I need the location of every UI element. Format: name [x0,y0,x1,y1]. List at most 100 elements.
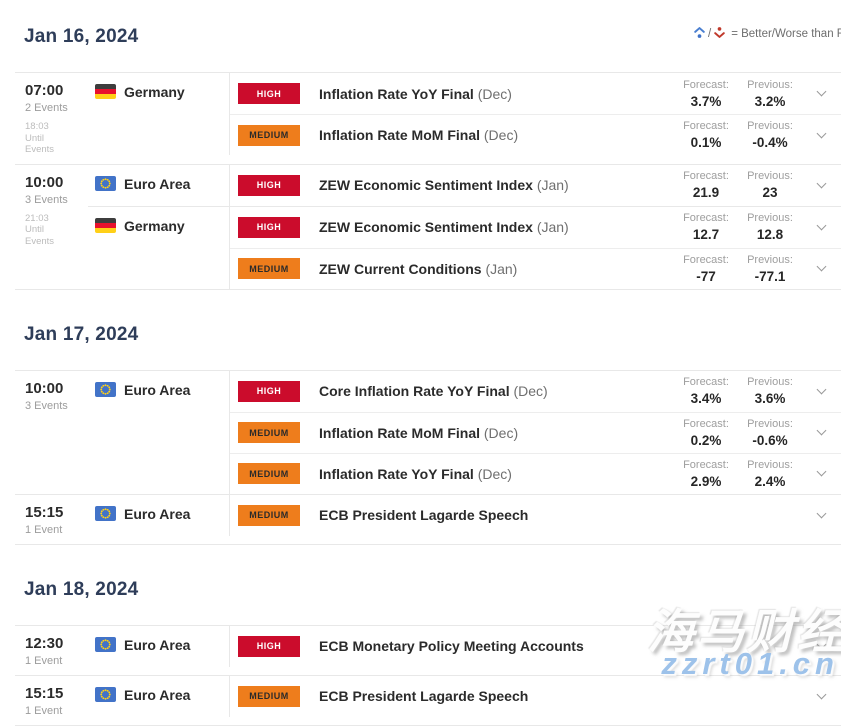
legend-text: = Better/Worse than Forecast [731,28,841,40]
day-events-table: 07:00 2 Events 18:03 Until Events Germany HIGH… [15,72,841,290]
expand-row-button[interactable] [802,459,841,489]
previous-value: 12.8 [756,227,784,242]
expand-row-button[interactable] [802,418,841,448]
event-period: (Dec) [477,85,512,102]
event-time: 12:30 [25,634,64,652]
previous-value: -77.1 [754,268,786,284]
time-cell: 10:00 3 Events 21:03 Until Events [15,165,88,289]
event-period: (Dec) [477,465,512,482]
forecast-value: 21.9 [692,185,720,200]
previous-column: Previous: 12.8 [738,212,802,242]
forecast-column: Forecast: -77 [674,254,738,284]
country-cell: Euro Area [88,625,230,667]
previous-value: -0.6% [752,432,788,448]
expand-row-button[interactable] [802,689,841,699]
country-events: HIGH ECB Monetary Policy Meeting Accounts [230,626,841,667]
day-heading: Jan 18, 2024 [24,578,139,600]
events-count: 1 Event [25,654,63,667]
forecast-label: Forecast: [683,417,729,430]
importance-badge-medium: MEDIUM [238,124,300,146]
events-count: 1 Event [25,523,63,536]
previous-label: Previous: [747,376,793,388]
event-row[interactable]: MEDIUM ECB President Lagarde Speech [230,676,841,717]
event-row[interactable]: HIGH ZEW Economic Sentiment Index (Jan) Fo… [230,165,841,206]
country-name: Germany [124,84,185,100]
country-events: HIGH ZEW Economic Sentiment Index (Jan) Fo… [230,207,841,289]
event-row[interactable]: HIGH Inflation Rate YoY Final (Dec) Foreca… [230,73,841,114]
previous-column: Previous: 3.2% [738,79,802,109]
country-block: Euro Area HIGH ZEW Economic Sentiment Inde… [88,164,841,206]
forecast-value: 0.1% [690,135,722,150]
expand-row-button[interactable] [802,120,841,150]
event-row[interactable]: MEDIUM Inflation Rate MoM Final (Dec) Fore… [230,114,841,155]
country-blocks: Euro Area MEDIUM ECB President Lagarde Spe… [88,675,841,725]
chevron-down-icon [816,689,827,699]
forecast-label: Forecast: [683,120,729,132]
forecast-previous [802,639,841,649]
day-section: Jan 17, 2024 10:00 3 Events Euro Area HIGH Co… [15,290,841,545]
expand-row-button[interactable] [802,79,841,109]
event-title: Inflation Rate MoM Final (Dec) [319,424,519,441]
country-cell: Germany [88,206,230,289]
event-row[interactable]: MEDIUM ECB President Lagarde Speech [230,495,841,536]
forecast-label: Forecast: [683,253,729,266]
event-period: (Dec) [513,383,548,399]
chevron-down-icon [816,261,827,272]
forecast-label: Forecast: [683,78,729,91]
forecast-column: Forecast: 21.9 [674,170,738,200]
importance-badge-medium: MEDIUM [238,463,300,484]
forecast-previous: Forecast: 2.9% Previous: 2.4% [674,459,841,489]
forecast-value: 12.7 [692,227,720,242]
better-than-forecast-icon [692,26,707,42]
event-row[interactable]: HIGH ZEW Economic Sentiment Index (Jan) Fo… [230,207,841,248]
importance-badge-high: HIGH [238,635,300,657]
event-period: (Jan) [485,260,518,277]
forecast-value: -77 [696,268,716,284]
event-title: Core Inflation Rate YoY Final (Dec) [319,383,548,399]
event-title: ZEW Economic Sentiment Index (Jan) [319,177,569,193]
chevron-down-icon [816,178,827,188]
event-period: (Jan) [536,219,569,235]
expand-row-button[interactable] [802,212,841,242]
event-row[interactable]: MEDIUM ZEW Current Conditions (Jan) Foreca… [230,247,841,289]
germany-flag-icon [95,84,116,99]
chevron-down-icon [816,128,827,138]
country-name: Euro Area [124,505,191,522]
event-row[interactable]: MEDIUM Inflation Rate MoM Final (Dec) Fore… [230,411,841,453]
events-count: 3 Events [25,193,68,206]
events-count: 1 Event [25,704,63,717]
expand-row-button[interactable] [802,639,841,649]
country-events: MEDIUM ECB President Lagarde Speech [230,495,841,536]
event-title: ECB Monetary Policy Meeting Accounts [319,638,584,654]
event-row[interactable]: MEDIUM Inflation Rate YoY Final (Dec) Fore… [230,452,841,494]
country-cell: Euro Area [88,675,230,717]
germany-flag-icon [95,217,116,233]
previous-value: 23 [762,185,778,200]
importance-badge-medium: MEDIUM [238,422,300,443]
country-block: Euro Area HIGH Core Inflation Rate YoY Fin… [88,370,841,494]
event-title: ZEW Economic Sentiment Index (Jan) [319,219,569,235]
country-blocks: Euro Area MEDIUM ECB President Lagarde Spe… [88,494,841,544]
day-heading: Jan 16, 2024 [24,26,139,47]
event-row[interactable]: HIGH ECB Monetary Policy Meeting Accounts [230,626,841,667]
expand-row-button[interactable] [802,254,841,284]
day-heading: Jan 17, 2024 [24,323,139,345]
euro-area-flag-icon [95,505,116,521]
previous-column: Previous: -77.1 [738,254,802,284]
expand-row-button[interactable] [802,170,841,200]
expand-row-button[interactable] [802,376,841,406]
previous-label: Previous: [747,78,793,91]
countdown-until-events: 18:03 Until Events [25,121,55,155]
previous-column: Previous: 3.6% [738,376,802,406]
event-period: (Dec) [483,424,519,441]
forecast-column: Forecast: 3.4% [674,376,738,406]
time-group-row: 12:30 1 Event Euro Area HIGH ECB Monetary Po… [15,624,841,675]
event-row[interactable]: HIGH Core Inflation Rate YoY Final (Dec) F… [230,371,841,412]
country-block: Euro Area MEDIUM ECB President Lagarde Spe… [88,494,841,536]
importance-badge-medium: MEDIUM [238,504,300,526]
previous-label: Previous: [747,458,793,471]
day-section: Jan 18, 2024 12:30 1 Event Euro Area HIGH ECB… [15,545,841,726]
importance-badge-high: HIGH [238,83,300,104]
expand-row-button[interactable] [802,508,841,518]
